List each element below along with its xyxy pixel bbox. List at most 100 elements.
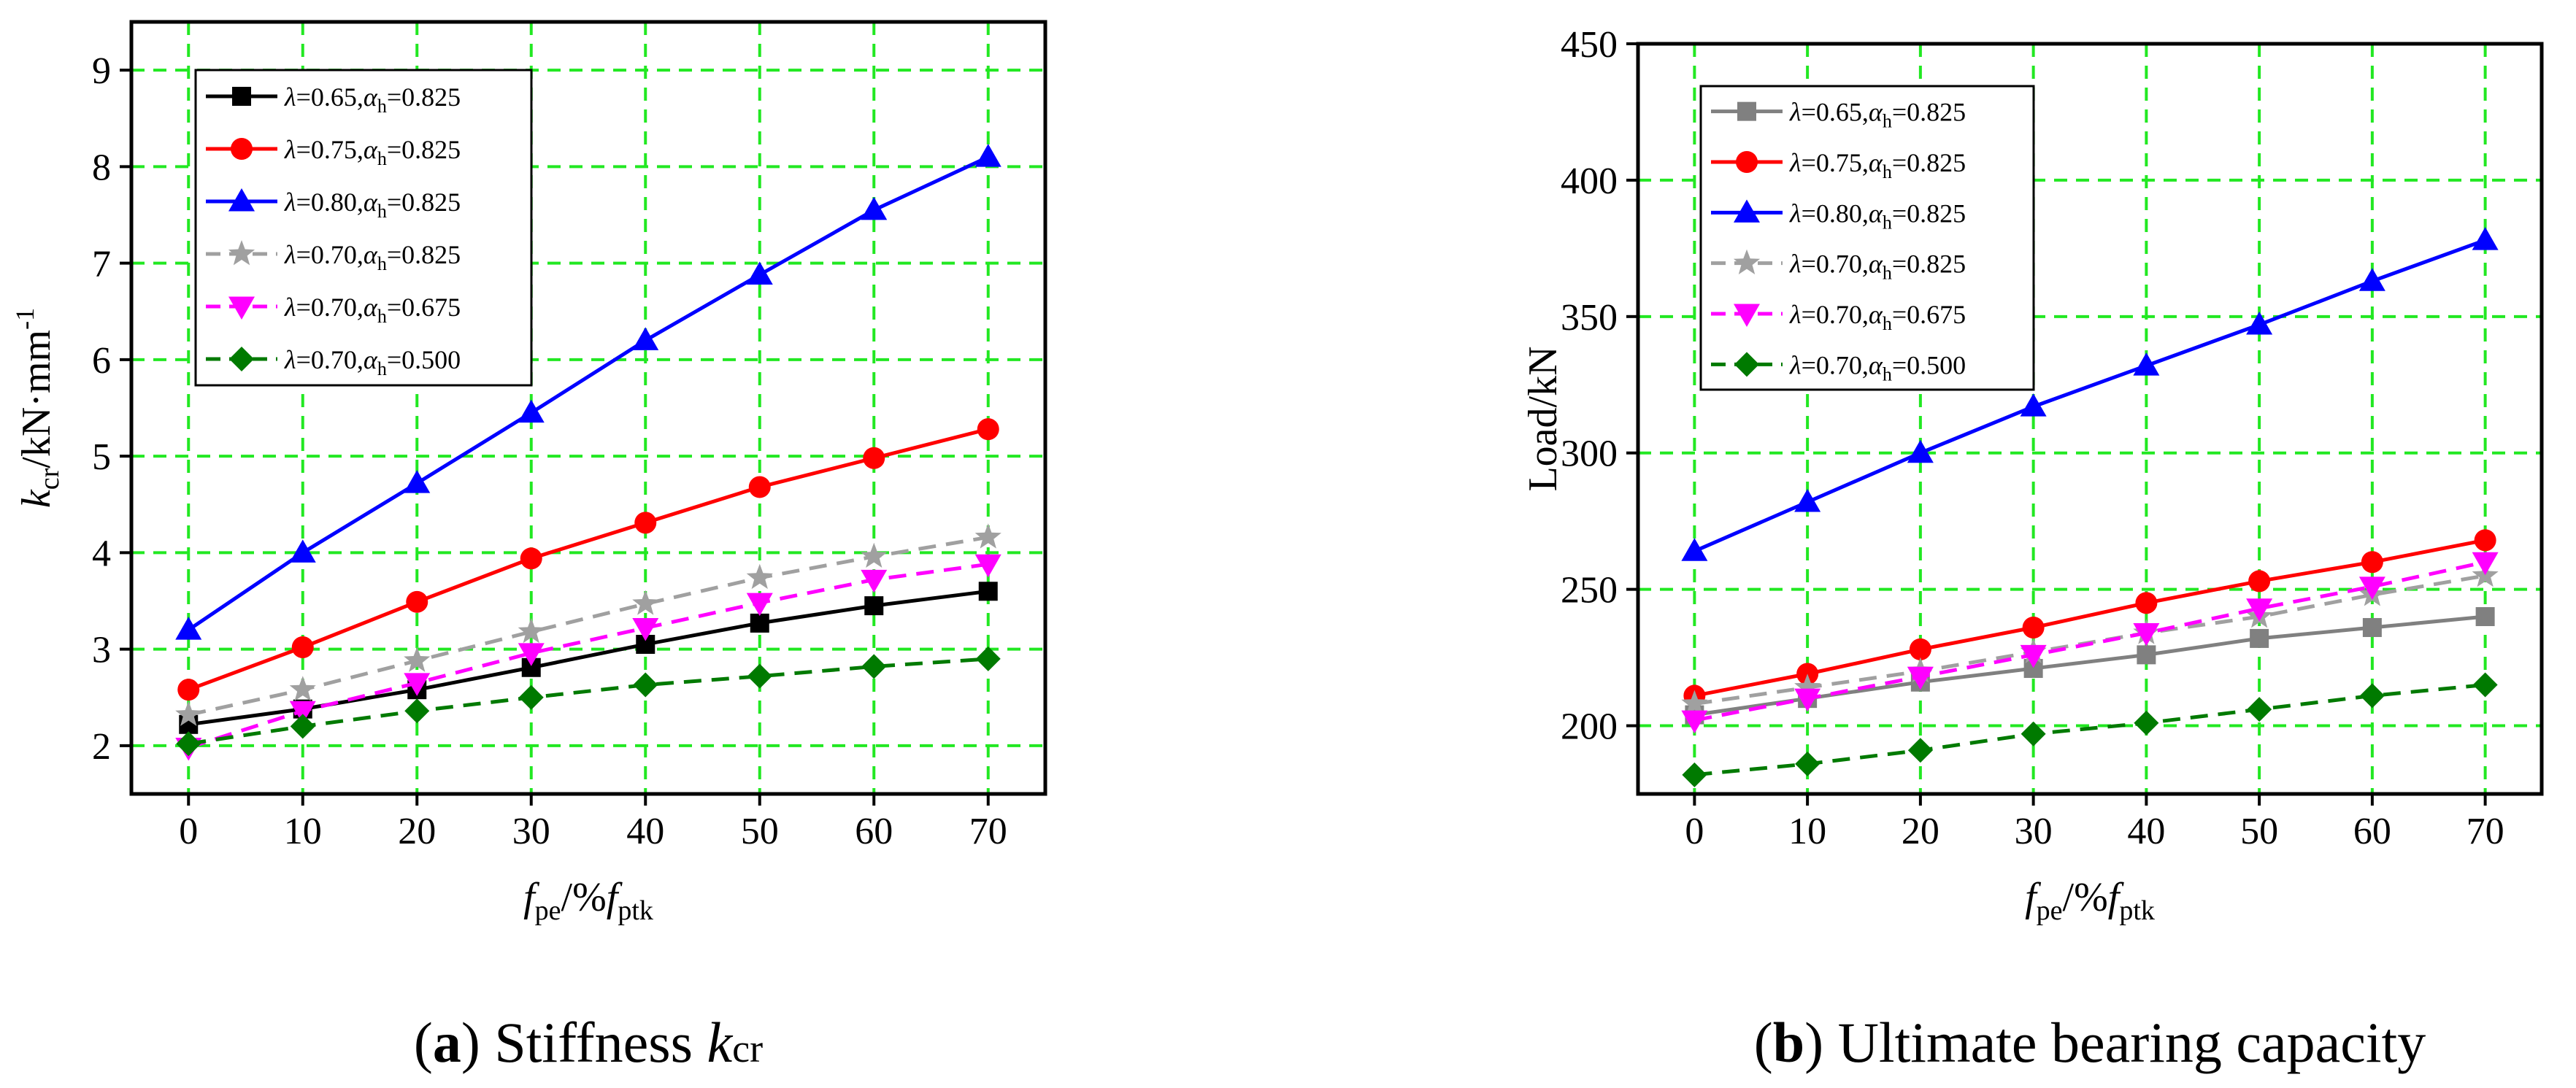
legend-marker-0 [1737,101,1756,121]
legend-label-0: λ=0.65,αh=0.825 [1789,98,1966,132]
series-line-5 [188,657,988,746]
series-4-point [632,618,659,641]
series-0-point [864,596,884,616]
series-2-point [2358,268,2385,291]
legend-label-5: λ=0.70,αh=0.500 [1789,350,1966,385]
series-1-point [863,447,885,469]
series-line-2 [187,155,989,632]
panel-b-ultimate-capacity-chart: 0 10 20 30 40 50 60 70 200 250 300 350 400 450 fpe/%fp… [1520,24,2544,1074]
y-axis-label: kcr/kN·mm-1 [10,308,65,508]
x-axis: 0 10 20 30 40 50 60 70 [179,794,1007,852]
legend-label-2: λ=0.80,αh=0.825 [1789,198,1966,233]
x-tick-label: 0 [179,811,198,852]
series-line-1 [1693,538,2486,698]
series-2-point [2472,227,2499,250]
y-tick-label: 9 [92,50,111,92]
legend-marker-3 [1733,249,1761,274]
legend-label-4: λ=0.70,αh=0.675 [284,293,461,327]
series-5-point [404,698,430,724]
series-4-point [289,701,316,725]
y-tick-label: 6 [92,340,111,382]
series-1-point [748,476,771,498]
series-5-point [1682,762,1707,787]
legend-label-5: λ=0.70,αh=0.500 [284,345,461,379]
series-line-4 [1693,560,2486,722]
y-tick-label: 2 [92,726,111,768]
x-tick-label: 10 [1788,811,1826,852]
series-4-point [1907,666,1934,690]
legend-marker-5 [229,347,254,371]
series-4-point [974,554,1001,578]
series-line-5 [1694,683,2485,777]
panel-a-stiffness-chart: 0 10 20 30 40 50 60 70 2 3 4 5 6 7 8 9 fpe/%fptk kcr/kN·m… [10,20,1047,1074]
y-tick-label: 8 [92,147,111,188]
plot-frame [129,20,1047,796]
plot-frame [1636,42,2544,796]
series-5-point [2359,683,2385,709]
x-tick-label: 40 [2127,811,2165,852]
x-tick-label: 70 [969,811,1007,852]
y-tick-label: 400 [1561,161,1618,202]
series-1-point [2474,529,2496,552]
panel-caption: (b) Ultimate bearing capacity [1754,1011,2426,1074]
y-tick-label: 4 [92,533,111,574]
series-3-point [289,676,316,701]
series-1-point [1909,638,1931,660]
series-5-point [2247,697,2272,722]
x-axis-label: fpe/%fptk [2025,875,2155,926]
series-3-point [974,523,1001,549]
series-2-point [289,539,316,563]
series-1-point [177,679,200,701]
x-tick-label: 50 [2240,811,2278,852]
series-2-point [1681,538,1708,561]
series-3-point [518,617,545,644]
series-4-point [2358,576,2385,600]
series-3-point [175,701,202,726]
series-4-point [861,569,888,593]
series-1-point [2022,616,2045,638]
series-5-point [2021,721,2046,746]
y-tick-label: 250 [1561,570,1618,611]
series-4-point [2133,622,2160,647]
series-5-point [975,646,1001,671]
x-tick-label: 70 [2467,811,2504,852]
legend-marker-0 [232,87,251,106]
series-5-point [2472,672,2498,698]
series-2-point [404,470,431,493]
series-5-point [633,672,658,698]
series-3-point [861,542,888,568]
series-5-point [518,684,544,710]
series-3-point [1794,674,1821,699]
series-group [1681,227,2499,787]
series-2-point [2020,393,2047,417]
series-0-point [2137,645,2156,665]
series-0-point [2362,617,2382,637]
x-axis-label: fpe/%fptk [523,875,653,926]
x-tick-label: 30 [2015,811,2053,852]
legend-marker-1 [1736,151,1758,173]
x-tick-label: 10 [284,811,322,852]
series-0-point [750,613,769,633]
series-4-point [1681,710,1708,734]
y-tick-label: 450 [1561,24,1618,66]
series-2-point [1794,489,1821,512]
series-4-point [518,643,545,666]
y-tick-label: 200 [1561,706,1618,748]
series-1-point [977,418,999,441]
y-tick-label: 3 [92,630,111,671]
x-tick-label: 20 [1902,811,1939,852]
series-1-point [2248,570,2271,593]
series-3-point [746,563,773,590]
x-tick-label: 0 [1685,811,1704,852]
y-tick-label: 7 [92,244,111,285]
legend-marker-3 [228,240,255,266]
series-5-point [861,654,887,679]
x-tick-label: 20 [398,811,436,852]
series-2-point [2133,352,2160,376]
series-2-point [175,617,202,640]
series-4-point [2020,644,2047,668]
legend-marker-2 [228,188,255,212]
series-line-2 [1693,238,2486,553]
legend-label-2: λ=0.80,αh=0.825 [284,188,461,222]
